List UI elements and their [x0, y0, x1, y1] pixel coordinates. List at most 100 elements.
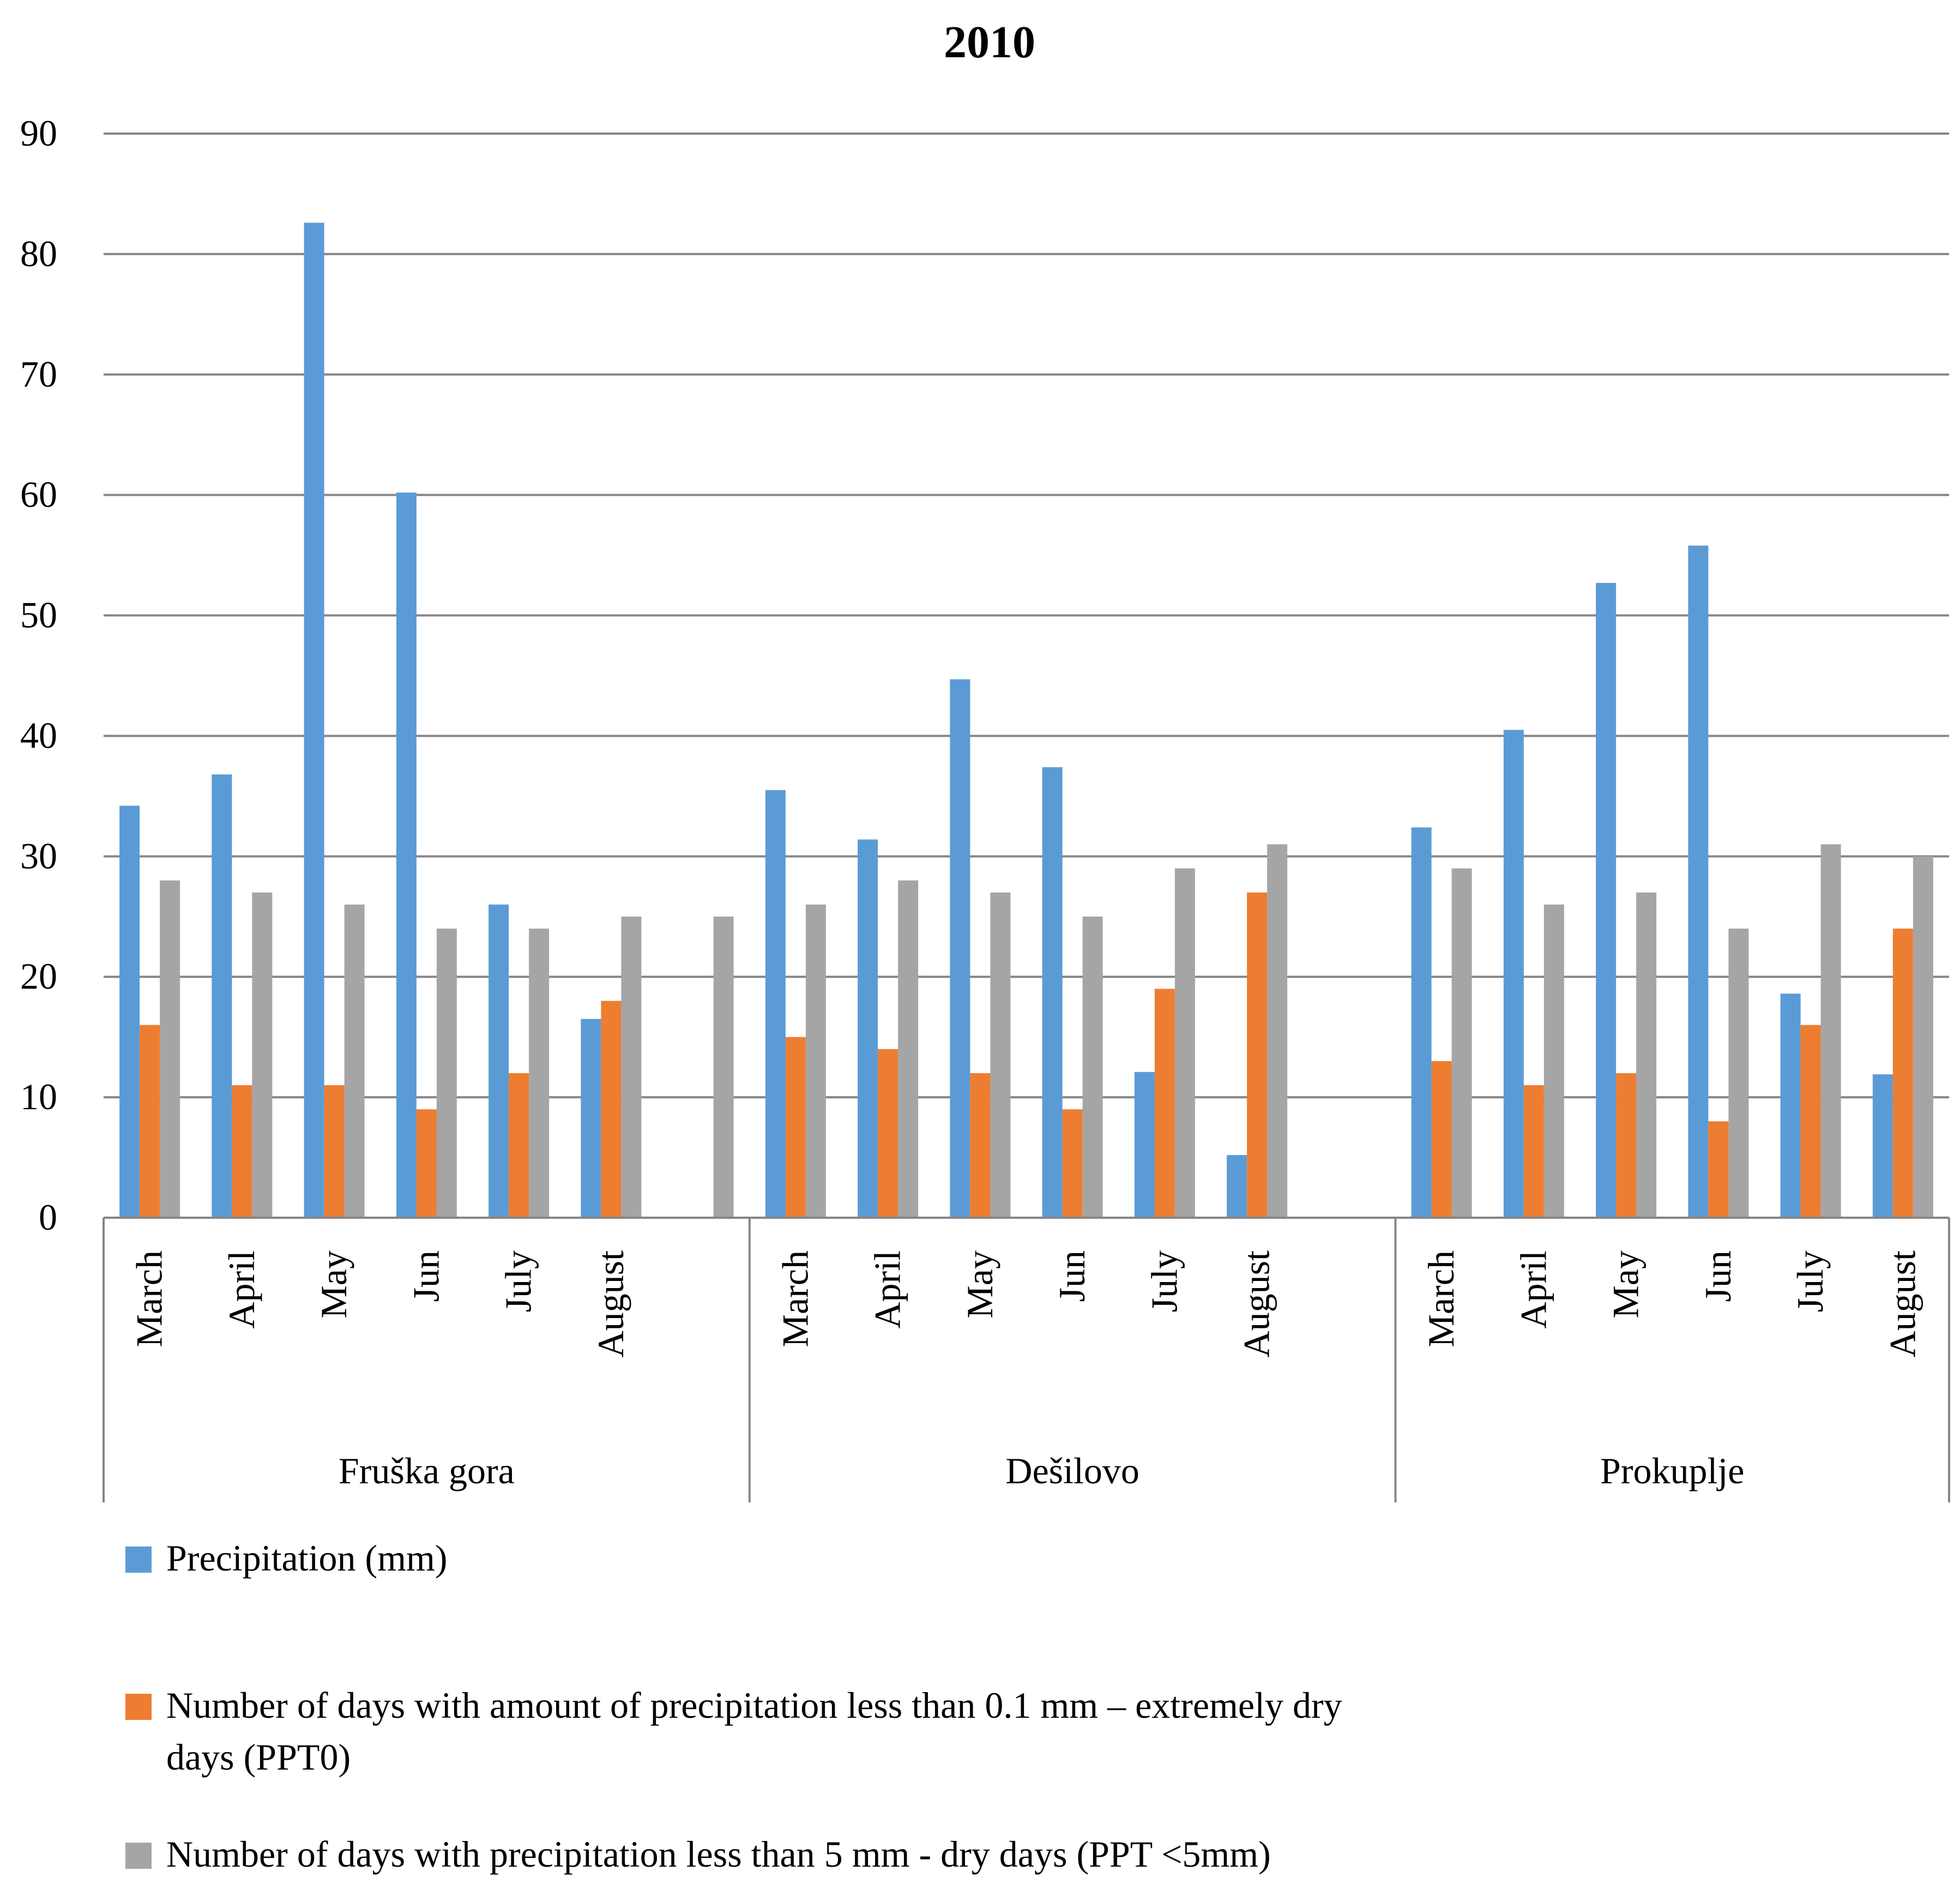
- x-category-label: July: [1143, 1250, 1185, 1312]
- bar: [765, 790, 786, 1218]
- bar: [304, 222, 324, 1218]
- x-category-label: March: [774, 1250, 816, 1347]
- bar: [1596, 582, 1617, 1218]
- bar: [529, 928, 550, 1218]
- x-category-label: March: [129, 1250, 170, 1347]
- x-category-label: May: [1605, 1250, 1647, 1319]
- bar: [212, 774, 232, 1218]
- chart-title: 2010: [944, 17, 1035, 68]
- legend-item: Precipitation (mm): [125, 1537, 448, 1579]
- y-tick-label: 40: [20, 714, 57, 756]
- x-category-label: April: [1512, 1250, 1554, 1329]
- bar: [1616, 1073, 1637, 1218]
- bar: [1892, 928, 1913, 1218]
- bar: [1820, 844, 1841, 1218]
- y-tick-label: 80: [20, 233, 57, 274]
- x-category-label: July: [1789, 1250, 1831, 1312]
- y-tick-label: 70: [20, 353, 57, 395]
- y-tick-label: 60: [20, 474, 57, 515]
- bar: [140, 1025, 160, 1218]
- group-label: Fruška gora: [339, 1450, 515, 1491]
- bar: [1411, 827, 1432, 1218]
- y-tick-label: 20: [20, 955, 57, 997]
- bar: [1062, 1109, 1083, 1218]
- x-axis: [102, 1217, 1950, 1502]
- x-category-label: August: [590, 1250, 631, 1358]
- bar: [1872, 1074, 1893, 1218]
- y-tick-label: 30: [20, 835, 57, 876]
- bar: [898, 880, 919, 1218]
- bar: [1247, 892, 1268, 1218]
- bar: [1082, 916, 1103, 1218]
- bar: [1780, 994, 1801, 1218]
- x-category-label: May: [959, 1250, 1000, 1319]
- gridlines: [104, 133, 1949, 1099]
- x-axis-category-labels: March April May Jun July August March April May J…: [129, 1250, 1923, 1358]
- x-category-label: April: [867, 1250, 908, 1329]
- y-axis-tick-labels: 0 10 20 30 40 50 60 70 80 90: [20, 112, 57, 1238]
- bar: [1800, 1025, 1821, 1218]
- bar: [252, 892, 273, 1218]
- y-tick-label: 90: [20, 112, 57, 154]
- bar: [324, 1085, 345, 1218]
- bar: [1174, 868, 1195, 1218]
- bar: [160, 880, 180, 1218]
- bar: [1227, 1155, 1247, 1218]
- bar: [1267, 844, 1288, 1218]
- x-axis-group-labels: Fruška gora Dešilovo Prokuplje: [339, 1450, 1745, 1491]
- bar: [396, 492, 417, 1218]
- bar: [436, 928, 457, 1218]
- bar: [1042, 767, 1063, 1218]
- bar: [950, 679, 970, 1218]
- y-tick-label: 0: [39, 1196, 57, 1238]
- legend-item: Number of days with amount of precipitat…: [125, 1685, 1342, 1778]
- bar: [1543, 904, 1564, 1218]
- bar: [1134, 1072, 1155, 1218]
- bar: [416, 1109, 437, 1218]
- bar: [1728, 928, 1749, 1218]
- legend-label: Precipitation (mm): [166, 1537, 448, 1579]
- legend-swatch: [125, 1694, 152, 1720]
- bar: [1154, 989, 1175, 1218]
- bar: [119, 805, 140, 1218]
- bar: [970, 1073, 991, 1218]
- x-category-label: April: [221, 1250, 262, 1329]
- bar: [1503, 730, 1524, 1218]
- bar: [489, 904, 509, 1218]
- x-category-label: July: [498, 1250, 539, 1312]
- bar: [785, 1037, 806, 1218]
- bar: [713, 916, 734, 1218]
- legend-item: Number of days with precipitation less t…: [125, 1833, 1271, 1875]
- x-category-label: Jun: [1051, 1250, 1093, 1302]
- x-category-label: August: [1236, 1250, 1277, 1358]
- bar: [1688, 545, 1709, 1218]
- bar: [1636, 892, 1657, 1218]
- x-category-label: March: [1420, 1250, 1462, 1347]
- legend-swatch: [125, 1843, 152, 1869]
- legend-swatch: [125, 1547, 152, 1573]
- bar: [509, 1073, 529, 1218]
- y-tick-label: 50: [20, 594, 57, 636]
- bar: [1431, 1061, 1452, 1218]
- x-category-label: Jun: [405, 1250, 447, 1302]
- bar: [621, 916, 642, 1218]
- bar: [1708, 1121, 1729, 1218]
- bar: [232, 1085, 252, 1218]
- x-category-label: August: [1881, 1250, 1923, 1358]
- bar: [344, 904, 365, 1218]
- bar: [601, 1001, 622, 1218]
- bar: [878, 1049, 898, 1218]
- legend: Precipitation (mm) Number of days with am…: [125, 1537, 1342, 1875]
- x-category-label: Jun: [1697, 1250, 1739, 1302]
- bar: [858, 839, 878, 1218]
- bar: [990, 892, 1011, 1218]
- bar: [1913, 856, 1933, 1218]
- y-tick-label: 10: [20, 1076, 57, 1117]
- x-category-label: May: [313, 1250, 354, 1319]
- legend-label: Number of days with precipitation less t…: [166, 1833, 1271, 1875]
- group-label: Prokuplje: [1600, 1450, 1744, 1491]
- bars: [119, 222, 1933, 1218]
- bar: [805, 904, 826, 1218]
